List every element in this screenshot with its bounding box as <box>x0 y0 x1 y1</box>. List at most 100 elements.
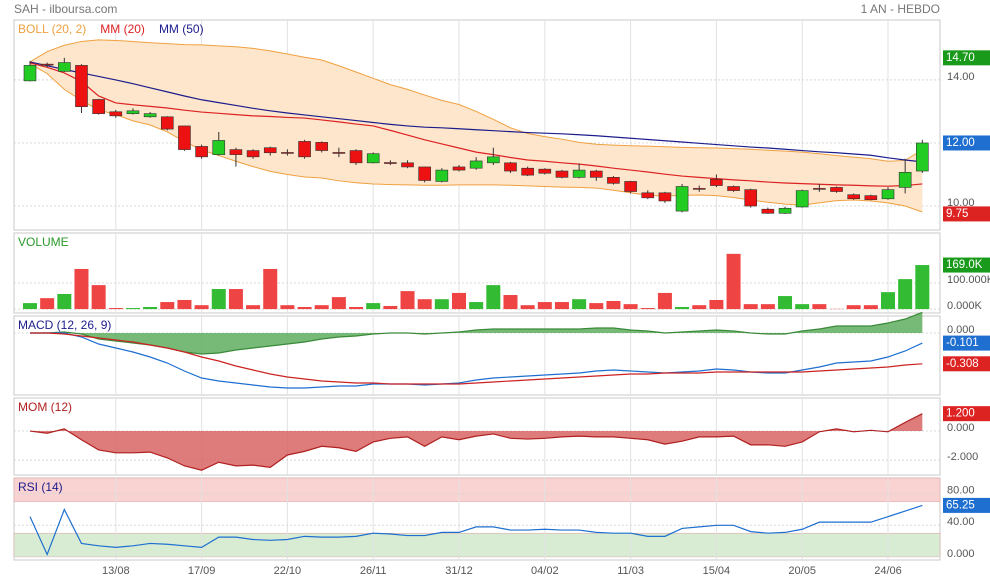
value-box <box>943 135 990 151</box>
line <box>29 413 923 471</box>
y-tick-label: 10.00 <box>947 197 975 209</box>
line <box>29 504 923 557</box>
panel-frame <box>13 232 941 314</box>
x-tick-label: 26/11 <box>360 565 387 577</box>
x-tick-label: 20/05 <box>788 565 816 577</box>
legend-entry: MM (20) <box>100 22 145 36</box>
volume-bar <box>349 307 364 310</box>
x-tick-label: 04/02 <box>531 565 559 577</box>
volume-bar <box>846 305 861 310</box>
volume-bar <box>40 298 55 310</box>
value-box <box>943 257 990 273</box>
volume-bar <box>675 307 690 310</box>
volume-bar <box>520 305 535 310</box>
volume-bar <box>108 308 123 310</box>
volume-bar <box>452 292 466 310</box>
volume-bar <box>812 304 827 310</box>
volume-bar <box>331 297 346 310</box>
volume-bar <box>263 268 278 310</box>
volume-bar <box>194 305 209 310</box>
candle-body <box>109 111 123 117</box>
x-tick-label: 15/04 <box>703 565 731 577</box>
volume-bar <box>778 296 793 310</box>
candle-body <box>246 150 260 158</box>
volume-bar <box>297 307 312 310</box>
line <box>30 332 923 385</box>
candle-body <box>710 178 723 186</box>
panel-title: RSI (14) <box>18 480 63 494</box>
candle-body <box>229 149 243 155</box>
candle-body <box>349 150 363 164</box>
volume-bar <box>177 299 192 310</box>
value-box <box>943 206 990 222</box>
volume-bar <box>486 285 501 310</box>
volume-bar <box>383 305 398 310</box>
moving-average <box>29 62 923 187</box>
band <box>13 532 941 558</box>
volume-bar <box>726 253 741 310</box>
x-tick-label: 22/10 <box>274 565 302 577</box>
candle-body <box>366 153 380 164</box>
legend-entry: BOLL (20, 2) <box>18 22 86 36</box>
candle-body <box>195 146 208 158</box>
candle-body <box>504 162 517 172</box>
volume-bar <box>760 304 775 310</box>
volume-bar <box>91 285 106 310</box>
candle-body <box>847 194 860 200</box>
volume-bar <box>623 304 638 310</box>
moving-average <box>29 61 923 163</box>
candle-body <box>589 170 603 178</box>
panel-frame <box>13 315 941 396</box>
candle-body <box>469 160 483 169</box>
candle-body <box>572 169 586 178</box>
period: 1 AN - HEBDO <box>861 2 940 16</box>
volume-bar <box>589 303 604 310</box>
candle-body <box>298 141 311 158</box>
candle-body <box>23 65 37 82</box>
line <box>30 332 923 389</box>
volume-bar <box>417 299 432 310</box>
volume-bar <box>657 292 672 310</box>
volume-bar <box>915 265 930 310</box>
value-box-label: 1.200 <box>946 408 975 420</box>
volume-bar <box>572 299 587 310</box>
candle-body <box>555 170 569 178</box>
volume-bar <box>863 305 878 310</box>
candle-body <box>281 152 294 154</box>
bollinger-upper <box>29 39 923 162</box>
volume-bar <box>400 291 415 310</box>
y-tick-label: 80.00 <box>947 485 975 497</box>
area <box>30 413 923 471</box>
volume-bar <box>898 279 913 310</box>
candle-body <box>607 177 620 184</box>
candle-body <box>143 113 157 118</box>
volume-bar <box>537 302 552 310</box>
candle-body <box>40 63 54 66</box>
volume-bar <box>211 289 226 310</box>
candle-body <box>435 169 449 182</box>
value-box <box>943 50 990 66</box>
value-box-label: 65.25 <box>946 499 975 511</box>
candle-body <box>126 110 140 114</box>
candle-body <box>212 140 226 155</box>
volume-bar <box>314 305 329 310</box>
value-box <box>943 497 990 513</box>
volume-bar <box>280 305 295 310</box>
value-box-label: 12.00 <box>946 137 975 149</box>
value-box-label: -0.308 <box>946 358 979 370</box>
candle-body <box>263 147 277 154</box>
volume-bar <box>709 299 724 310</box>
candle-body <box>898 171 912 188</box>
y-tick-label: 0.000 <box>947 548 975 560</box>
volume-bar <box>246 305 261 310</box>
candle-body <box>332 152 346 154</box>
value-box-label: 169.0K <box>946 259 983 271</box>
candle-body <box>813 188 826 190</box>
volume-bar <box>640 308 655 310</box>
y-tick-label: 0.000 <box>947 324 975 336</box>
candle-body <box>641 192 655 199</box>
chart-title: SAH - ilboursa.com <box>14 2 117 16</box>
candle-body <box>538 168 552 174</box>
candle-body <box>727 186 740 191</box>
